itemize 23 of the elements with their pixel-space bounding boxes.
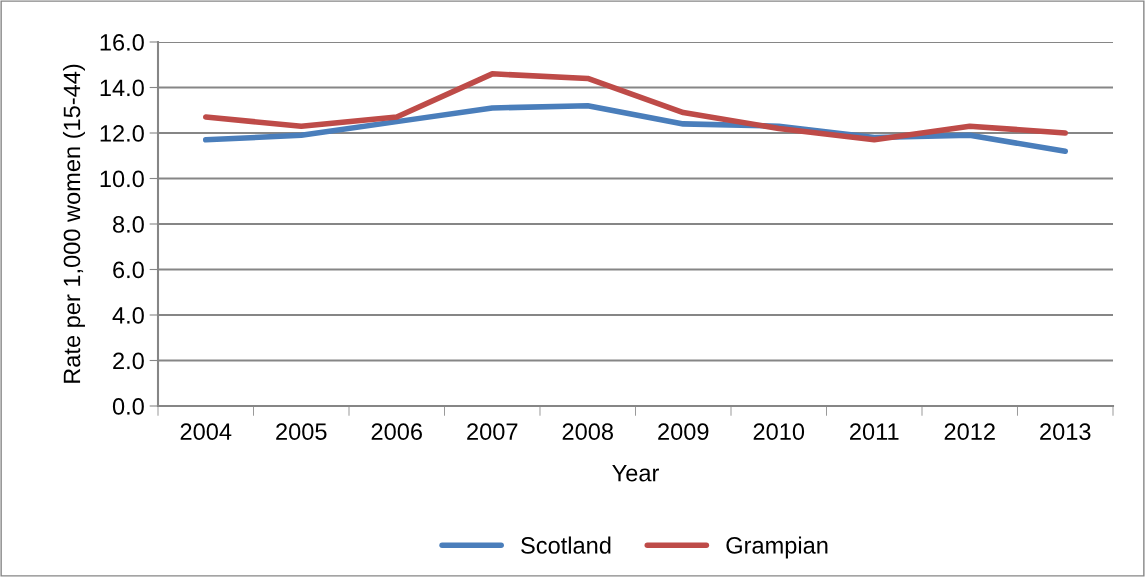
y-tick-label: 14.0 [100,79,144,97]
y-tick-label: 10.0 [100,170,144,188]
y-tick-label: 4.0 [112,307,144,324]
y-tick-label: 16.0 [100,34,144,51]
x-tick-label: 2008 [562,423,613,441]
y-tick-label: 6.0 [113,261,144,279]
x-tick-label: 2007 [467,423,518,441]
x-tick-label: 2012 [944,423,995,441]
legend-label: Scotland [521,536,611,554]
y-tick-label: 2.0 [113,352,144,370]
x-tick-label: 2006 [371,423,422,441]
y-tick-label: 12.0 [100,125,144,142]
x-tick-label: 2009 [658,423,709,441]
y-tick-label: 8.0 [113,216,144,233]
x-tick-label: 2013 [1040,423,1091,441]
x-tick-label: 2005 [276,423,327,441]
x-tick-label: 2010 [753,423,805,441]
x-tick-label: 2011 [850,423,899,441]
x-axis-title: Year [612,464,659,482]
x-tick-label: 2004 [180,423,232,441]
y-tick-label: 0.0 [112,398,144,415]
legend-label: Grampian [726,536,828,559]
y-axis-title: Rate per 1,000 women (15-44) [62,64,85,383]
